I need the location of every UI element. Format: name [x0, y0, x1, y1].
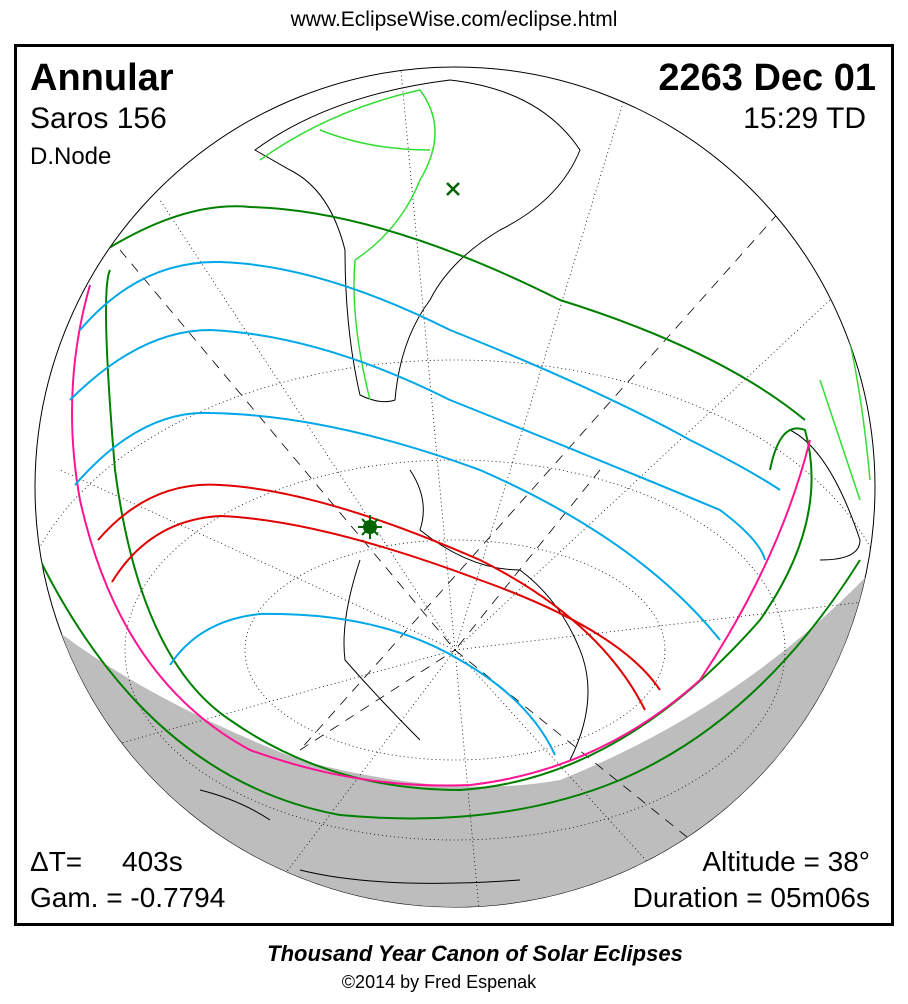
penumbral-limit-south	[39, 559, 861, 820]
eclipse-time: 15:29 TD	[743, 102, 866, 135]
south-america	[254, 79, 581, 403]
saros-number: Saros 156	[30, 102, 167, 135]
duration: Duration = 05m06s	[632, 882, 870, 913]
footer-title: Thousand Year Canon of Solar Eclipses	[267, 941, 683, 966]
penumbral-limit-loop	[105, 269, 813, 792]
rise-set-curve	[71, 284, 811, 787]
central-path-south	[111, 514, 661, 691]
penumbral-limit-north	[89, 205, 806, 421]
ecliptic-line	[119, 199, 791, 907]
copyright: ©2014 by Fred Espenak	[341, 972, 537, 992]
magnitude-line	[79, 260, 781, 491]
node: D.Node	[30, 143, 112, 170]
gamma: Gam. = -0.7794	[30, 882, 226, 913]
delta-t-label: ΔT=	[30, 846, 83, 877]
eclipse-date: 2263 Dec 01	[658, 57, 876, 99]
magnitude-line	[69, 328, 766, 561]
altitude: Altitude = 38°	[702, 846, 870, 877]
url-header: www.EclipseWise.com/eclipse.html	[290, 8, 618, 31]
central-path-north	[97, 483, 646, 711]
graticule	[35, 67, 875, 907]
greatest-eclipse-star-icon	[358, 515, 382, 539]
map-frame	[14, 44, 894, 926]
delta-t-value: 403s	[122, 846, 183, 877]
eclipse-type: Annular	[30, 57, 174, 99]
subsolar-cross-icon	[446, 182, 460, 196]
magnitude-line	[74, 411, 721, 641]
magnitude-line	[169, 612, 556, 756]
